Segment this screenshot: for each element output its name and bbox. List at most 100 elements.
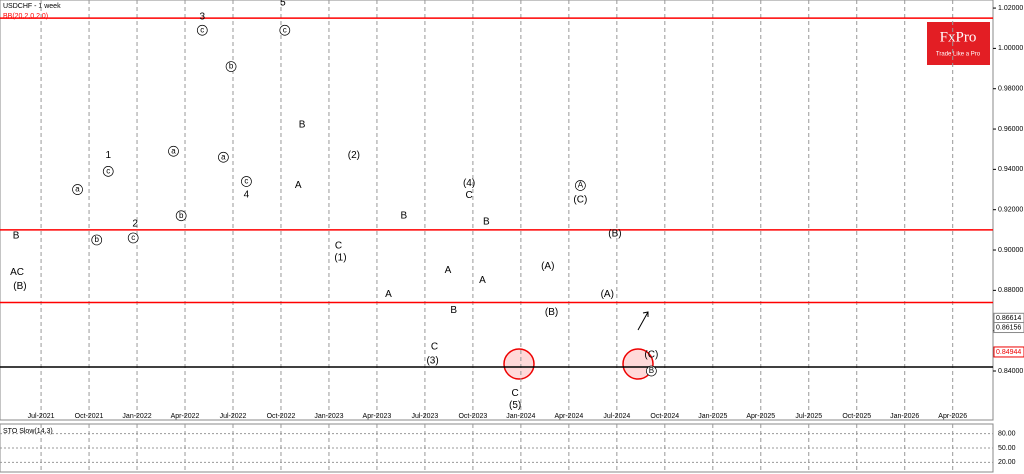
y-tick-label: 1.02000 [998, 5, 1023, 12]
y-tick-label: 0.94000 [998, 166, 1023, 173]
wave-circle [91, 234, 103, 246]
wave-circle [646, 365, 657, 377]
wave-circle [127, 232, 139, 244]
indicator-label: BB(20,2,0,2,0) [3, 13, 48, 20]
x-tick-label: Oct-2022 [267, 413, 296, 420]
wave-label: A [385, 289, 392, 300]
wave-circle [241, 176, 252, 187]
wave-label: B [450, 305, 457, 316]
y-tick-label: 0.92000 [998, 207, 1023, 214]
wave-label: 1 [105, 150, 111, 161]
chart-title: USDCHF - 1 week [3, 3, 61, 10]
x-tick-label: Jul-2023 [411, 413, 438, 420]
wave-label: (5) [509, 400, 521, 411]
wave-label: 3 [200, 12, 206, 23]
y-tick-label: 1.00000 [998, 45, 1023, 52]
wave-label: AC [10, 267, 24, 278]
wave-label: a [171, 146, 176, 155]
x-tick-label: Jul-2024 [603, 413, 630, 420]
x-tick-label: Apr-2023 [363, 413, 392, 420]
y-tick-label: 0.96000 [998, 126, 1023, 133]
x-tick-label: Oct-2023 [458, 413, 487, 420]
wave-label: a [75, 185, 80, 194]
wave-label: c [200, 25, 204, 34]
x-tick-label: Jan-2023 [314, 413, 343, 420]
wave-label: c [131, 233, 135, 242]
wave-label: (B) [608, 229, 621, 240]
x-tick-label: Jan-2025 [698, 413, 727, 420]
wave-label: c [244, 177, 248, 186]
wave-label: 4 [244, 189, 250, 200]
x-tick-label: Apr-2022 [171, 413, 200, 420]
oscillator-tick-label: 50.00 [998, 445, 1016, 452]
wave-label: B [400, 210, 407, 221]
wave-label: (C) [573, 194, 587, 205]
x-tick-label: Jul-2022 [220, 413, 247, 420]
wave-label: (B) [545, 307, 558, 318]
price-marker-label: 0.86614 [996, 315, 1021, 322]
y-tick-label: 0.88000 [998, 287, 1023, 294]
wave-label: b [229, 62, 234, 71]
wave-label: (B) [13, 281, 26, 292]
wave-label: B [483, 216, 490, 227]
wave-label: A [295, 180, 302, 191]
wave-label: C [465, 190, 472, 201]
direction-arrow [637, 311, 649, 331]
main-panel [0, 0, 994, 421]
x-tick-label: Jan-2022 [122, 413, 151, 420]
brand-logo [927, 22, 990, 65]
wave-label: b [179, 211, 184, 220]
wave-label: (3) [426, 356, 438, 367]
x-tick-label: Jan-2024 [506, 413, 535, 420]
x-tick-label: Jul-2021 [28, 413, 55, 420]
y-tick-label: 0.98000 [998, 86, 1023, 93]
wave-label: (A) [541, 261, 554, 272]
wave-circle [279, 24, 291, 36]
wave-label: A [445, 265, 452, 276]
wave-circle [218, 151, 229, 163]
x-tick-label: Jul-2025 [795, 413, 822, 420]
oscillator-tick-label: 20.00 [998, 459, 1016, 466]
oscillator-tick-label: 80.00 [998, 430, 1016, 437]
wave-label: A [578, 181, 584, 190]
wave-circle [175, 210, 187, 222]
wave-label: B [299, 120, 306, 131]
price-marker [993, 322, 1024, 334]
wave-label: (C) [644, 350, 658, 361]
wave-circle [225, 61, 237, 72]
wave-label: 2 [132, 218, 138, 229]
highlight-circle [622, 348, 654, 380]
wave-label: C [431, 341, 438, 352]
price-marker-label: 0.86156 [996, 324, 1021, 331]
wave-label: B [649, 366, 654, 375]
wave-label: C [335, 241, 342, 252]
price-marker [993, 346, 1024, 358]
x-tick-label: Oct-2025 [842, 413, 871, 420]
wave-label: c [283, 25, 287, 34]
wave-label: b [95, 235, 100, 244]
x-tick-label: Apr-2026 [938, 413, 967, 420]
wave-circle [196, 24, 208, 36]
wave-label: C [511, 388, 518, 399]
x-tick-label: Apr-2024 [554, 413, 583, 420]
highlight-circle [503, 348, 535, 380]
wave-circle [72, 184, 83, 195]
wave-label: a [221, 152, 226, 161]
oscillator-title: STO Slow(14,3) [3, 428, 53, 435]
price-marker-label: 0.84944 [996, 349, 1021, 356]
wave-circle [575, 180, 586, 191]
wave-label: (1) [334, 253, 346, 264]
brand-tagline: Trade Like a Pro [936, 52, 981, 58]
brand-name: FxPro [940, 29, 977, 45]
x-tick-label: Apr-2025 [746, 413, 775, 420]
wave-label: 5 [280, 0, 286, 9]
wave-label: A [479, 275, 486, 286]
wave-label: c [106, 166, 110, 175]
y-tick-label: 0.84000 [998, 368, 1023, 375]
wave-circle [168, 145, 179, 157]
wave-circle [102, 166, 114, 177]
x-tick-label: Jan-2026 [890, 413, 919, 420]
x-tick-label: Oct-2024 [650, 413, 679, 420]
wave-label: (2) [348, 150, 360, 161]
